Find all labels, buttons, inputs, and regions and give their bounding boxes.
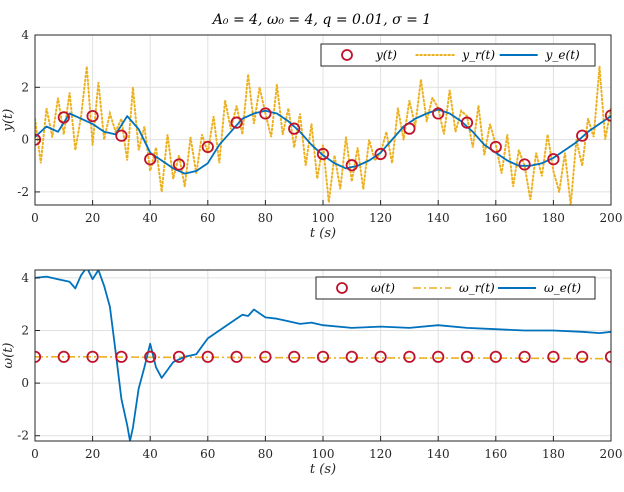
x-tick-label: 80 (258, 211, 273, 225)
data-point-marker (432, 107, 445, 120)
x-tick-label: 100 (312, 211, 335, 225)
data-point-marker (518, 350, 531, 363)
x-tick-label: 120 (369, 447, 392, 461)
x-tick-label: 160 (484, 211, 507, 225)
y-axis-label: ω(t) (1, 343, 16, 369)
y-tick-label: 4 (21, 28, 29, 42)
y-tick-label: 4 (21, 271, 29, 285)
legend-label: ω_r(t) (459, 281, 495, 295)
x-tick-label: 40 (143, 447, 158, 461)
x-tick-label: 180 (542, 211, 565, 225)
series-line-dashdot (35, 356, 611, 360)
legend-label: y_e(t) (545, 48, 580, 62)
legend-marker-icon (336, 282, 348, 294)
data-point-marker (288, 350, 301, 363)
x-axis-label: t (s) (310, 462, 336, 477)
data-point-marker (316, 147, 330, 161)
y-tick-label: -2 (17, 429, 29, 443)
data-point-marker (57, 350, 70, 363)
data-point-marker (345, 159, 358, 172)
legend-box (320, 43, 596, 67)
legend-marker-icon (341, 49, 353, 61)
data-point-marker (230, 350, 243, 363)
data-point-marker (489, 350, 502, 363)
x-tick-label: 140 (427, 447, 450, 461)
series-line-solid (35, 270, 611, 441)
data-point-marker (345, 350, 358, 363)
x-tick-label: 20 (85, 211, 100, 225)
data-point-marker (288, 122, 301, 135)
data-point-marker (201, 140, 214, 154)
data-point-marker (432, 350, 445, 363)
x-tick-label: 160 (484, 447, 507, 461)
data-point-marker (259, 350, 272, 363)
data-point-marker (144, 350, 157, 363)
x-tick-label: 60 (200, 447, 215, 461)
data-point-marker (374, 147, 387, 161)
data-point-marker (230, 116, 243, 129)
y-tick-label: -2 (17, 185, 29, 199)
series-line-solid (35, 108, 611, 175)
data-point-marker (374, 350, 387, 363)
data-point-marker (547, 350, 560, 363)
data-point-marker (86, 350, 99, 363)
x-tick-label: 100 (312, 447, 335, 461)
x-tick-label: 0 (31, 447, 39, 461)
x-tick-label: 40 (143, 211, 158, 225)
x-tick-label: 140 (427, 211, 450, 225)
data-point-marker (57, 111, 70, 124)
data-point-marker (172, 158, 186, 171)
legend-box (315, 276, 596, 300)
legend-label: y_r(t) (461, 48, 495, 62)
data-point-marker (35, 350, 42, 363)
data-point-marker (259, 107, 272, 120)
x-tick-label: 20 (85, 447, 100, 461)
data-point-marker (144, 153, 157, 166)
y-tick-label: 2 (21, 324, 29, 338)
y-axis-label: y(t) (1, 109, 16, 133)
data-point-marker (518, 158, 531, 171)
data-point-marker (172, 350, 186, 363)
data-layer (35, 270, 611, 441)
x-axis-label: t (s) (310, 226, 336, 241)
data-layer (35, 66, 611, 205)
data-point-marker (547, 153, 560, 166)
data-point-marker (115, 350, 128, 363)
data-point-marker (403, 122, 416, 135)
data-point-marker (86, 109, 99, 123)
x-tick-label: 200 (600, 447, 623, 461)
data-point-marker (489, 140, 502, 154)
data-point-marker (35, 133, 42, 146)
x-tick-label: 180 (542, 447, 565, 461)
chart-title: A₀ = 4, ω₀ = 4, q = 0.01, σ = 1 (211, 12, 431, 28)
y-tick-label: 0 (21, 376, 29, 390)
legend-label: ω_e(t) (544, 281, 581, 295)
data-point-marker (316, 350, 330, 363)
legend-label: y(t) (375, 48, 397, 62)
data-point-marker (460, 116, 474, 129)
x-tick-label: 0 (31, 211, 39, 225)
x-tick-label: 60 (200, 211, 215, 225)
x-tick-label: 80 (258, 447, 273, 461)
legend: ω(t) ω_r(t) ω_e(t) (315, 276, 596, 300)
x-tick-label: 200 (600, 211, 623, 225)
y-tick-label: 0 (21, 133, 29, 147)
data-point-marker (576, 129, 589, 142)
y-tick-label: 2 (21, 80, 29, 94)
data-point-marker (115, 129, 128, 142)
series-line-dotted (35, 66, 611, 205)
data-point-marker (201, 350, 214, 363)
x-tick-label: 120 (369, 211, 392, 225)
data-point-marker (403, 350, 416, 363)
data-point-marker (460, 350, 474, 363)
data-point-marker (576, 350, 589, 363)
legend-label: ω(t) (371, 281, 395, 295)
legend: y(t) y_r(t) y_e(t) (320, 43, 596, 67)
